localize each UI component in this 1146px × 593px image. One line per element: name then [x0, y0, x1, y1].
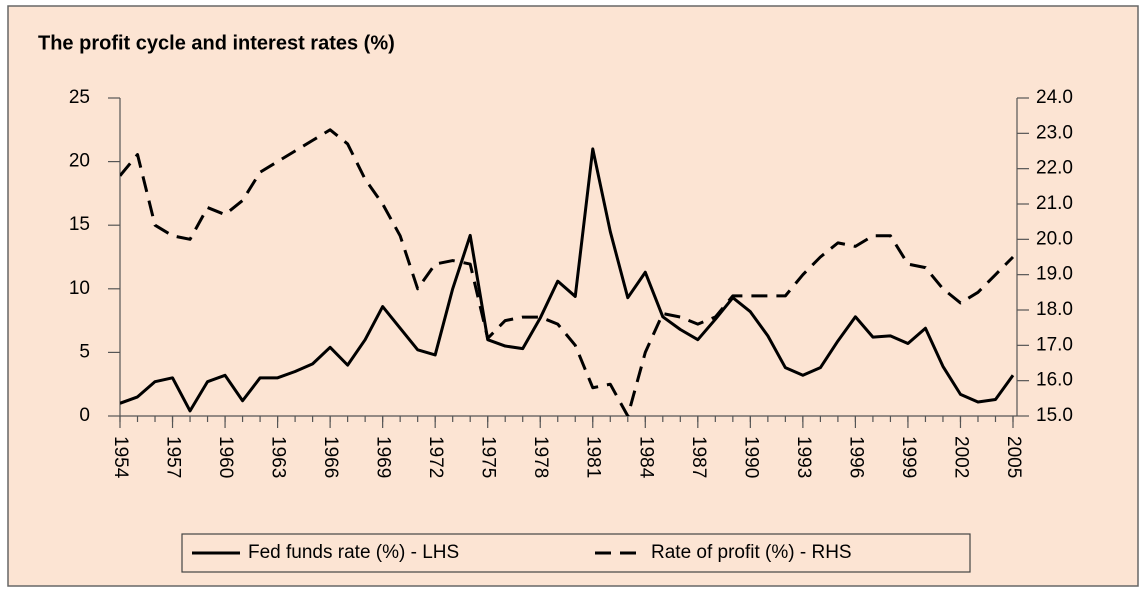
chart-title: The profit cycle and interest rates (%) — [38, 32, 395, 54]
x-tick-label: 1969 — [373, 436, 394, 478]
x-tick-label: 1999 — [898, 436, 919, 478]
y2-tick-label: 15.0 — [1036, 405, 1073, 426]
legend-label: Rate of profit (%) - RHS — [651, 542, 852, 563]
x-tick-label: 1963 — [268, 436, 289, 478]
x-tick-label: 2005 — [1003, 436, 1024, 478]
y-tick-label: 15 — [69, 214, 90, 235]
x-tick-label: 1975 — [478, 436, 499, 478]
x-tick-label: 1996 — [845, 436, 866, 478]
y2-tick-label: 20.0 — [1036, 228, 1073, 249]
y2-tick-label: 16.0 — [1036, 370, 1073, 391]
x-tick-label: 1972 — [425, 436, 446, 478]
y2-tick-label: 17.0 — [1036, 334, 1073, 355]
y2-tick-label: 18.0 — [1036, 299, 1073, 320]
x-tick-label: 1960 — [215, 436, 236, 478]
y2-tick-label: 22.0 — [1036, 158, 1073, 179]
y-tick-label: 20 — [69, 151, 90, 172]
x-tick-label: 1954 — [110, 436, 131, 479]
series-line — [120, 147, 1015, 413]
series-line — [120, 128, 1015, 416]
y-tick-label: 10 — [69, 278, 90, 299]
legend-label: Fed funds rate (%) - LHS — [248, 542, 459, 563]
x-tick-label: 1966 — [320, 436, 341, 478]
x-tick-label: 1981 — [583, 436, 604, 478]
x-tick-label: 1957 — [163, 436, 184, 478]
x-tick-label: 1987 — [688, 436, 709, 478]
y2-tick-label: 24.0 — [1036, 87, 1073, 108]
legend-box — [181, 533, 971, 573]
y-tick-label: 5 — [79, 341, 90, 362]
y2-tick-label: 23.0 — [1036, 122, 1073, 143]
x-tick-label: 1984 — [635, 436, 656, 479]
x-tick-label: 1978 — [530, 436, 551, 478]
x-tick-label: 1993 — [793, 436, 814, 478]
y2-tick-label: 21.0 — [1036, 193, 1073, 214]
x-tick-label: 1990 — [740, 436, 761, 478]
y2-tick-label: 19.0 — [1036, 264, 1073, 285]
y-tick-label: 0 — [79, 405, 90, 426]
y-tick-label: 25 — [69, 87, 90, 108]
x-tick-label: 2002 — [950, 436, 971, 478]
